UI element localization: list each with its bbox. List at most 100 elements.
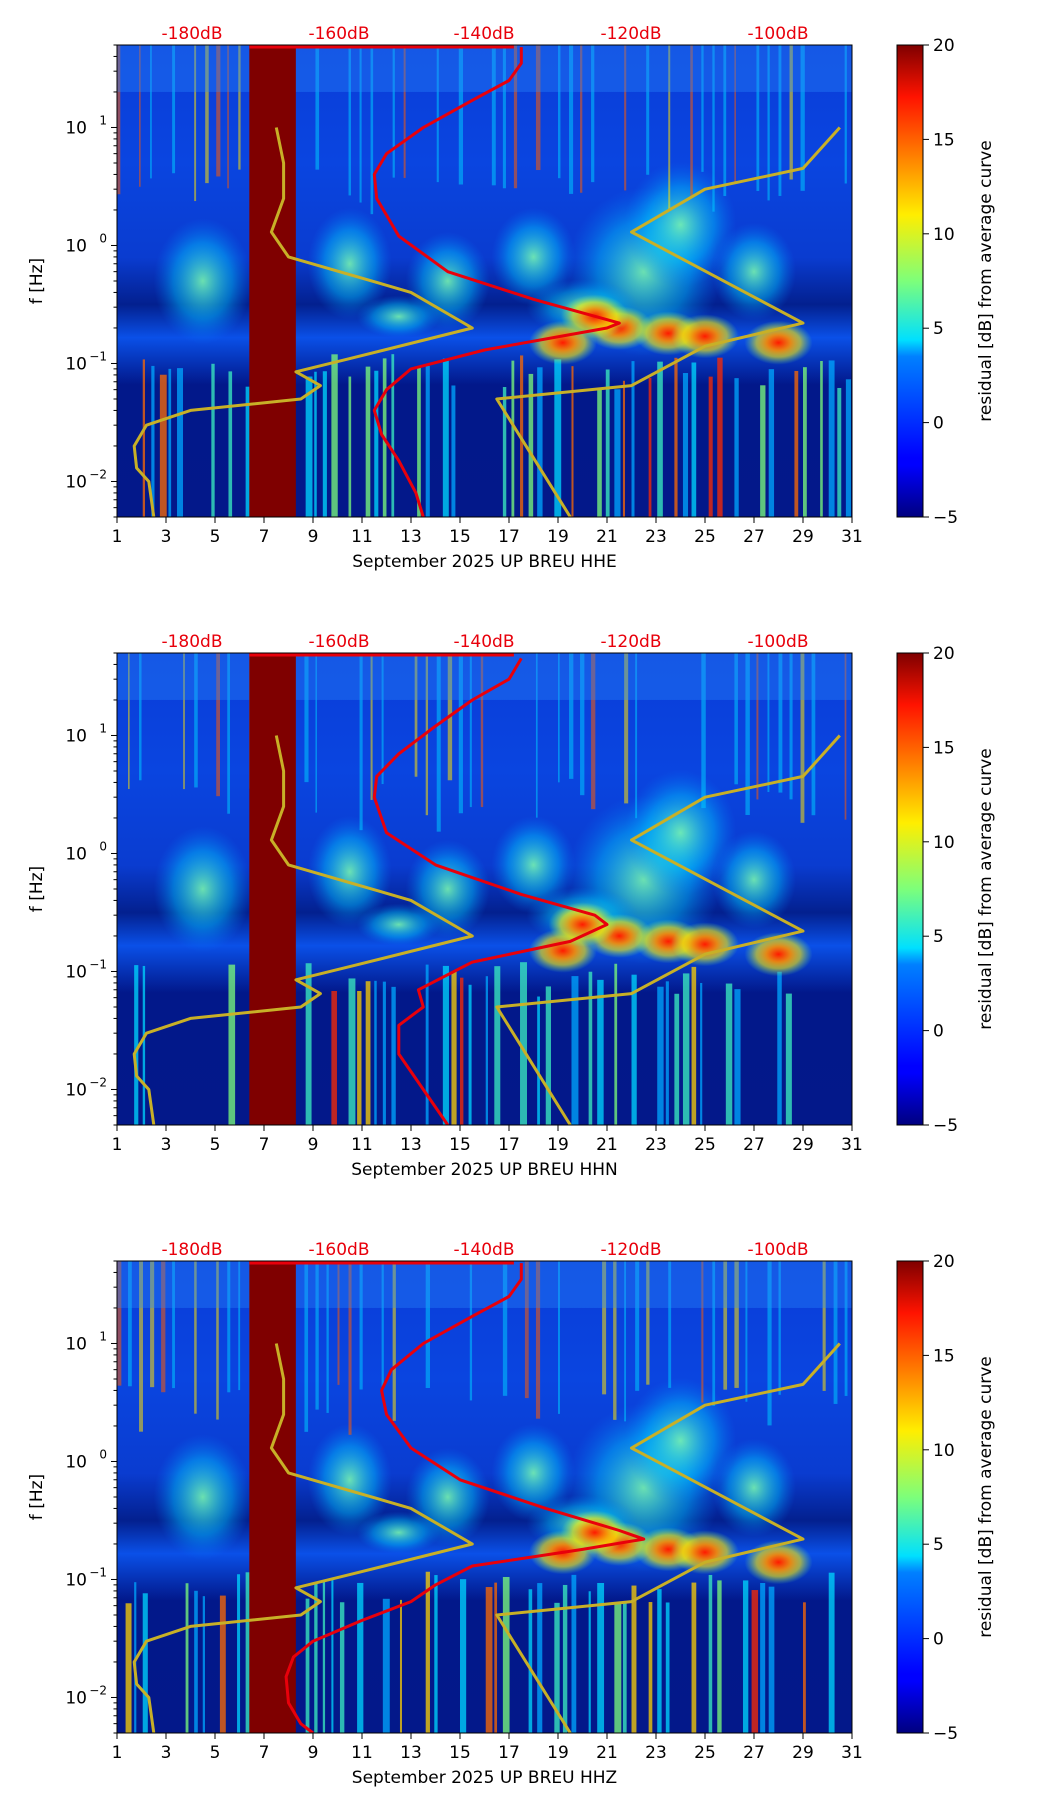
lf-streak: [494, 1582, 498, 1733]
lf-streak: [314, 1583, 318, 1733]
y-tick-label: 10: [65, 1334, 87, 1354]
y-tick-exponent: −1: [89, 957, 107, 971]
hf-streak: [580, 45, 583, 193]
lf-streak: [682, 373, 689, 517]
x-tick-label: 11: [351, 1135, 373, 1155]
hf-streak: [558, 1261, 560, 1414]
lf-streak: [451, 971, 457, 1125]
hf-streak: [535, 45, 541, 171]
lf-streak: [648, 1602, 653, 1733]
hf-streak: [558, 653, 560, 783]
hf-streak: [304, 653, 309, 783]
hf-streak: [591, 45, 595, 183]
hot-spot: [744, 1540, 813, 1585]
hf-streak: [778, 1261, 781, 1395]
lf-streak: [562, 1584, 568, 1733]
hf-streak: [712, 45, 715, 212]
lf-streak: [777, 971, 782, 1125]
colorbar-tick-label: 10: [933, 225, 955, 245]
hf-streak: [238, 45, 241, 170]
hf-streak: [778, 653, 783, 793]
lf-streak: [717, 1580, 722, 1733]
y-tick-exponent: 1: [99, 721, 107, 735]
y-tick-label: 10: [65, 844, 87, 864]
glow-blob: [712, 1438, 796, 1537]
hf-streak: [359, 1261, 363, 1390]
colorbar-tick-label: 15: [933, 130, 955, 150]
lf-streak: [348, 978, 356, 1125]
colorbar-label: residual [dB] from average curve: [976, 1356, 996, 1637]
hot-spot: [744, 320, 813, 365]
lf-streak: [742, 1580, 749, 1733]
hf-streak: [723, 45, 727, 197]
lf-streak: [803, 367, 807, 517]
x-tick-label: 17: [498, 527, 520, 547]
hf-streak: [844, 1261, 848, 1396]
lf-streak: [803, 1602, 806, 1733]
x-tick-label: 25: [694, 1743, 716, 1763]
lf-streak: [391, 354, 395, 517]
hf-streak: [370, 45, 374, 215]
lf-streak: [357, 990, 362, 1125]
hf-streak: [183, 653, 185, 790]
hf-streak: [624, 653, 629, 804]
x-tick-label: 1: [112, 527, 123, 547]
colorbar-tick-label: 15: [933, 738, 955, 758]
glow-blob: [491, 207, 576, 306]
top-db-tick-label: -100dB: [747, 1240, 808, 1260]
x-tick-label: 9: [308, 1135, 319, 1155]
lf-streak: [674, 357, 678, 517]
colorbar-tick-label: 10: [933, 1441, 955, 1461]
glow-blob: [307, 207, 392, 320]
hf-streak: [624, 1261, 627, 1422]
lf-streak: [451, 385, 456, 517]
hf-streak: [194, 1261, 197, 1414]
lf-streak: [460, 977, 464, 1125]
hf-streak: [822, 1261, 826, 1391]
colorbar: [896, 44, 924, 518]
lf-streak: [588, 1591, 591, 1733]
lf-streak: [700, 982, 703, 1125]
hf-streak: [216, 45, 221, 177]
series-line-max: [495, 1342, 841, 1733]
glow-blob: [624, 1377, 737, 1504]
hf-streak: [833, 1261, 838, 1404]
colorbar-tick-label: 10: [933, 833, 955, 853]
lf-streak: [425, 365, 430, 517]
lf-streak: [537, 1583, 543, 1733]
y-tick-exponent: 0: [99, 839, 107, 853]
lf-streak: [768, 369, 775, 517]
hf-streak: [315, 653, 317, 813]
x-tick-label: 7: [259, 1743, 270, 1763]
lf-streak: [331, 1578, 334, 1733]
x-tick-label: 23: [645, 1743, 667, 1763]
y-axis-label: f [Hz]: [27, 866, 47, 912]
lf-streak: [528, 373, 534, 517]
y-tick-exponent: 1: [99, 113, 107, 127]
hf-streak: [701, 653, 706, 809]
lf-streak: [365, 366, 371, 517]
y-tick-exponent: 1: [99, 1329, 107, 1343]
top-db-tick-label: -180dB: [161, 1240, 222, 1260]
lf-streak: [382, 981, 386, 1125]
series-line-min-max: [132, 127, 474, 517]
lf-streak: [828, 360, 835, 517]
hf-streak: [569, 653, 574, 779]
lf-streak: [734, 378, 739, 517]
lf-streak: [760, 385, 766, 517]
hf-streak: [646, 45, 650, 175]
lf-streak: [331, 354, 338, 517]
hf-streak: [701, 45, 704, 172]
lf-streak: [554, 1602, 560, 1733]
hf-streak: [205, 45, 209, 184]
colorbar-tick-label: 0: [933, 414, 944, 434]
y-tick-exponent: −2: [89, 1683, 107, 1697]
series-line-min-max: [132, 735, 474, 1125]
hf-streak: [381, 1261, 384, 1389]
y-tick-exponent: −1: [89, 349, 107, 363]
lf-streak: [194, 1590, 198, 1733]
lf-streak: [545, 986, 552, 1125]
y-tick-label: 10: [65, 236, 87, 256]
